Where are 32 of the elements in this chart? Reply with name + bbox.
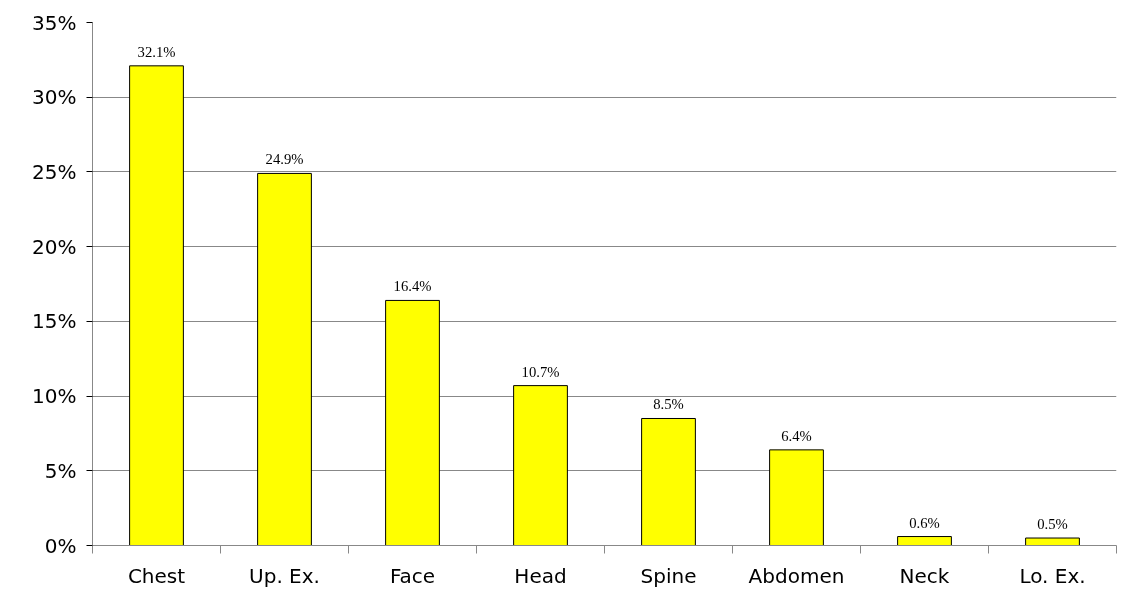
x-tick-label: Head bbox=[514, 563, 567, 588]
x-tick-label: Chest bbox=[127, 563, 186, 588]
x-tick-label: Lo. Ex. bbox=[1019, 563, 1086, 588]
y-tick-label: 10% bbox=[32, 384, 77, 409]
data-label: 24.9% bbox=[265, 151, 304, 168]
data-label: 16.4% bbox=[393, 278, 432, 295]
data-label: 6.4% bbox=[781, 427, 812, 444]
bar bbox=[257, 172, 312, 546]
y-tick-label: 35% bbox=[32, 10, 77, 35]
bar bbox=[641, 417, 696, 546]
x-tick-label: Up. Ex. bbox=[249, 563, 320, 588]
bar bbox=[513, 385, 568, 546]
x-tick-label: Abdomen bbox=[748, 563, 845, 588]
bar bbox=[897, 536, 952, 546]
bar bbox=[769, 449, 824, 546]
x-tick-label: Face bbox=[389, 563, 436, 588]
y-tick-label: 25% bbox=[32, 159, 77, 184]
y-tick-label: 5% bbox=[44, 458, 77, 483]
bar bbox=[1025, 537, 1080, 546]
y-tick-label: 0% bbox=[44, 533, 77, 558]
data-label: 0.5% bbox=[1037, 516, 1068, 533]
data-label: 0.6% bbox=[909, 514, 940, 531]
data-label: 10.7% bbox=[521, 363, 560, 380]
y-tick-label: 15% bbox=[32, 309, 77, 334]
x-tick-label: Spine bbox=[640, 563, 697, 588]
bar bbox=[385, 299, 440, 546]
y-tick-label: 20% bbox=[32, 234, 77, 259]
bar bbox=[129, 65, 184, 546]
x-tick-label: Neck bbox=[899, 563, 950, 588]
data-label: 8.5% bbox=[653, 396, 684, 413]
data-label: 32.1% bbox=[137, 43, 176, 60]
y-tick-label: 30% bbox=[32, 85, 77, 110]
